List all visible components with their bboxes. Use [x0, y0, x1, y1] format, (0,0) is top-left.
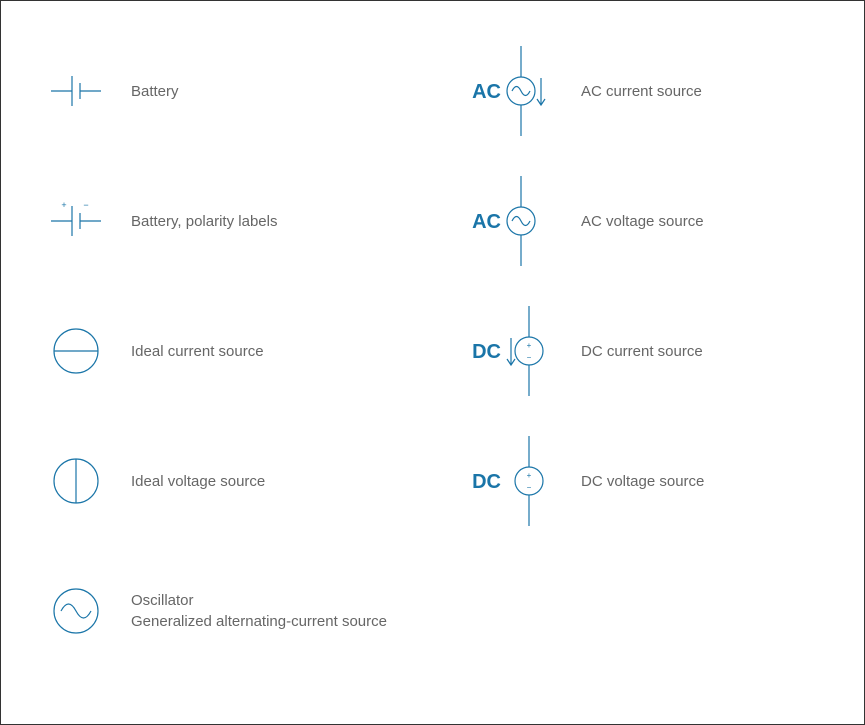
- row-dc-current: + − DC DC current source: [451, 311, 703, 391]
- symbol-battery-polarity: + −: [31, 181, 121, 261]
- svg-text:+: +: [527, 471, 532, 480]
- row-battery: Battery: [31, 51, 179, 131]
- svg-text:−: −: [527, 353, 532, 362]
- svg-text:+: +: [527, 341, 532, 350]
- label-ac-current: AC current source: [571, 81, 702, 102]
- svg-text:+: +: [61, 200, 66, 210]
- dc-current-icon: + − DC: [451, 306, 571, 396]
- ac-voltage-icon: AC: [451, 176, 571, 266]
- label-battery-polarity: Battery, polarity labels: [121, 211, 277, 232]
- symbol-dc-voltage: + − DC: [451, 441, 571, 521]
- svg-text:−: −: [527, 483, 532, 492]
- dc-voltage-icon: + − DC: [451, 436, 571, 526]
- ideal-voltage-icon: [46, 451, 106, 511]
- row-ac-current: AC AC current source: [451, 51, 702, 131]
- battery-polarity-icon: + −: [46, 196, 106, 246]
- label-battery: Battery: [121, 81, 179, 102]
- battery-icon: [46, 66, 106, 116]
- oscillator-icon: [46, 581, 106, 641]
- symbol-oscillator: [31, 571, 121, 651]
- label-ideal-voltage: Ideal voltage source: [121, 471, 265, 492]
- ac-prefix: AC: [472, 211, 501, 233]
- ac-prefix: AC: [472, 81, 501, 103]
- label-ac-voltage: AC voltage source: [571, 211, 704, 232]
- symbol-battery: [31, 51, 121, 131]
- label-ideal-current: Ideal current source: [121, 341, 264, 362]
- dc-prefix: DC: [472, 341, 501, 363]
- dc-prefix: DC: [472, 471, 501, 493]
- svg-text:−: −: [83, 200, 88, 210]
- diagram-container: Battery + − Battery, polarity labels: [0, 0, 865, 725]
- row-ideal-voltage: Ideal voltage source: [31, 441, 265, 521]
- ideal-current-icon: [46, 321, 106, 381]
- label-dc-current: DC current source: [571, 341, 703, 362]
- symbol-ideal-voltage: [31, 441, 121, 521]
- label-oscillator: Oscillator Generalized alternating-curre…: [121, 590, 387, 632]
- ac-current-icon: AC: [451, 46, 571, 136]
- symbol-ac-current: AC: [451, 51, 571, 131]
- symbol-ideal-current: [31, 311, 121, 391]
- row-ideal-current: Ideal current source: [31, 311, 264, 391]
- label-dc-voltage: DC voltage source: [571, 471, 704, 492]
- row-oscillator: Oscillator Generalized alternating-curre…: [31, 571, 387, 651]
- symbol-dc-current: + − DC: [451, 311, 571, 391]
- row-ac-voltage: AC AC voltage source: [451, 181, 704, 261]
- symbol-ac-voltage: AC: [451, 181, 571, 261]
- row-dc-voltage: + − DC DC voltage source: [451, 441, 704, 521]
- row-battery-polarity: + − Battery, polarity labels: [31, 181, 277, 261]
